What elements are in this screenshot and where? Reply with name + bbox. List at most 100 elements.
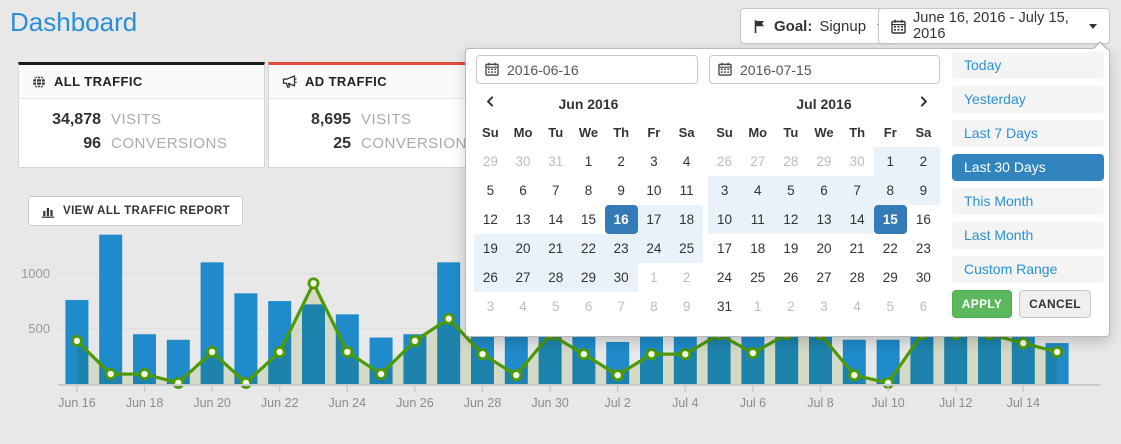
chart-point[interactable]: [848, 369, 861, 382]
calendar-day[interactable]: 5: [774, 176, 808, 205]
calendar-day[interactable]: 29: [816, 154, 832, 169]
calendar-day[interactable]: 3: [820, 299, 828, 314]
preset-option-today[interactable]: Today: [952, 52, 1104, 79]
calendar-day[interactable]: 10: [708, 205, 742, 234]
chart-bar[interactable]: [133, 334, 156, 384]
calendar-day[interactable]: 4: [741, 176, 775, 205]
calendar-day[interactable]: 16: [915, 212, 931, 227]
chart-bar[interactable]: [166, 339, 190, 384]
chart-point[interactable]: [1017, 337, 1030, 350]
calendar-day[interactable]: 4: [682, 154, 691, 169]
chart-point[interactable]: [645, 348, 658, 361]
calendar-day[interactable]: 2: [682, 270, 691, 285]
chart-point[interactable]: [375, 368, 388, 381]
calendar-day[interactable]: 3: [486, 299, 495, 314]
preset-option-this-month[interactable]: This Month: [952, 188, 1104, 215]
calendar-day[interactable]: 25: [750, 270, 766, 285]
calendar-day[interactable]: 2: [906, 147, 940, 176]
calendar-day[interactable]: 1: [873, 147, 907, 176]
calendar-day-selected[interactable]: 15: [873, 205, 907, 234]
preset-option-custom-range[interactable]: Custom Range: [952, 256, 1104, 283]
calendar-day[interactable]: 10: [646, 183, 662, 198]
calendar-day[interactable]: 4: [853, 299, 861, 314]
calendar-day[interactable]: 6: [519, 183, 527, 198]
calendar-day[interactable]: 11: [679, 183, 694, 198]
chart-point[interactable]: [1051, 345, 1064, 358]
preset-option-yesterday[interactable]: Yesterday: [952, 86, 1104, 113]
calendar-day[interactable]: 19: [474, 234, 507, 263]
start-date-input[interactable]: [476, 55, 698, 84]
calendar-day[interactable]: 9: [906, 176, 940, 205]
calendar-day[interactable]: 14: [548, 212, 564, 227]
calendar-day[interactable]: 17: [717, 241, 733, 256]
calendar-day[interactable]: 28: [783, 154, 799, 169]
chart-point[interactable]: [138, 368, 151, 381]
calendar-day[interactable]: 6: [919, 299, 928, 314]
calendar-day[interactable]: 22: [882, 241, 898, 256]
calendar-day[interactable]: 30: [915, 270, 931, 285]
chart-point[interactable]: [746, 347, 759, 360]
calendar-day[interactable]: 1: [584, 154, 593, 169]
chart-point[interactable]: [476, 348, 489, 361]
preset-option-last-30-days[interactable]: Last 30 Days: [952, 154, 1104, 181]
apply-button[interactable]: APPLY: [952, 290, 1012, 318]
calendar-day[interactable]: 13: [515, 212, 531, 227]
goal-selector-button[interactable]: Goal: Signup: [740, 8, 899, 44]
calendar-day[interactable]: 19: [783, 241, 799, 256]
calendar-day[interactable]: 8: [873, 176, 907, 205]
calendar-day[interactable]: 17: [637, 205, 671, 234]
calendar-day[interactable]: 9: [617, 183, 625, 198]
chart-point[interactable]: [577, 348, 590, 361]
chart-point[interactable]: [104, 368, 117, 381]
calendar-day[interactable]: 27: [506, 263, 540, 292]
chart-point[interactable]: [341, 345, 354, 358]
calendar-day[interactable]: 25: [670, 234, 703, 263]
chart-point[interactable]: [172, 376, 185, 389]
calendar-day[interactable]: 7: [617, 299, 625, 314]
calendar-day[interactable]: 5: [886, 299, 895, 314]
chart-bar[interactable]: [99, 234, 123, 384]
calendar-day[interactable]: 21: [539, 234, 573, 263]
calendar-day[interactable]: 1: [650, 270, 658, 285]
calendar-day[interactable]: 6: [584, 299, 593, 314]
calendar-day[interactable]: 6: [807, 176, 841, 205]
calendar-day[interactable]: 30: [849, 154, 865, 169]
calendar-day[interactable]: 24: [717, 270, 733, 285]
calendar-day[interactable]: 5: [486, 183, 495, 198]
calendar-day[interactable]: 21: [849, 241, 865, 256]
chart-point[interactable]: [442, 312, 455, 325]
calendar-day[interactable]: 30: [604, 263, 638, 292]
calendar-day[interactable]: 5: [552, 299, 560, 314]
calendar-day[interactable]: 4: [519, 299, 527, 314]
calendar-day[interactable]: 9: [682, 299, 691, 314]
calendar-day[interactable]: 11: [741, 205, 775, 234]
calendar-day[interactable]: 26: [783, 270, 799, 285]
chart-point[interactable]: [611, 369, 624, 382]
calendar-day[interactable]: 28: [539, 263, 573, 292]
calendar-day[interactable]: 29: [882, 270, 898, 285]
chart-point[interactable]: [408, 334, 421, 347]
calendar-day[interactable]: 29: [572, 263, 605, 292]
calendar-day[interactable]: 28: [849, 270, 865, 285]
calendar-day[interactable]: 8: [650, 299, 658, 314]
calendar-day[interactable]: 30: [515, 154, 531, 169]
calendar-day[interactable]: 26: [474, 263, 507, 292]
next-month-icon[interactable]: [907, 91, 940, 117]
chart-point[interactable]: [510, 369, 523, 382]
calendar-day-selected[interactable]: 16: [604, 205, 638, 234]
chart-point[interactable]: [679, 348, 692, 361]
daterange-button[interactable]: June 16, 2016 - July 15, 2016: [878, 8, 1110, 44]
prev-month-icon[interactable]: [474, 91, 507, 117]
calendar-day[interactable]: 2: [617, 154, 625, 169]
chart-point[interactable]: [70, 334, 83, 347]
calendar-day[interactable]: 22: [572, 234, 605, 263]
calendar-day[interactable]: 27: [750, 154, 766, 169]
calendar-day[interactable]: 31: [548, 154, 564, 169]
calendar-day[interactable]: 8: [584, 183, 593, 198]
chart-point[interactable]: [206, 345, 219, 358]
chart-point[interactable]: [307, 277, 320, 290]
calendar-day[interactable]: 7: [840, 176, 874, 205]
calendar-day[interactable]: 15: [580, 212, 596, 227]
calendar-day[interactable]: 13: [807, 205, 841, 234]
calendar-day[interactable]: 3: [708, 176, 742, 205]
